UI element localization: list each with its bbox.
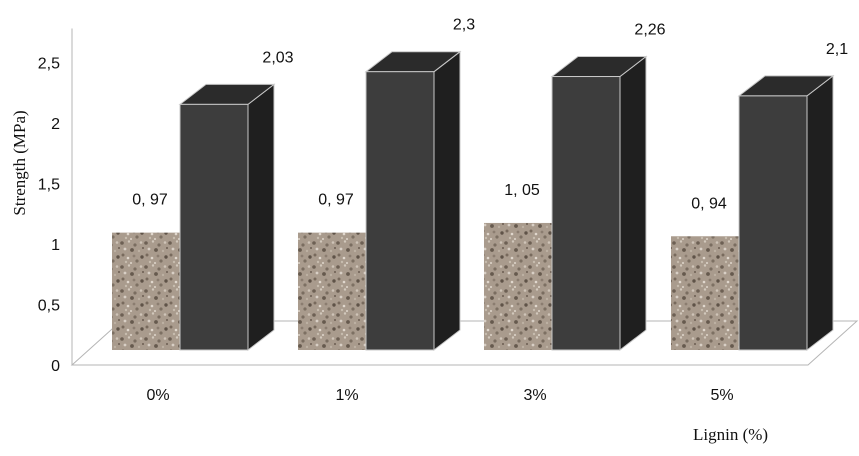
bar — [484, 222, 552, 350]
x-tick-label: 0% — [146, 387, 169, 404]
bar-front-face — [179, 103, 249, 351]
x-axis-title: Lignin (%) — [693, 425, 768, 444]
x-tick-label: 3% — [523, 387, 546, 404]
y-tick-label: 0,5 — [38, 298, 60, 315]
bar — [737, 74, 835, 352]
bar — [298, 232, 366, 350]
bar-front-face — [365, 71, 435, 351]
bar — [550, 55, 648, 352]
y-tick-label: 1 — [51, 237, 60, 254]
y-tick-label: 2 — [51, 116, 60, 133]
bar-side-face — [806, 74, 834, 352]
y-tick-label: 2,5 — [38, 56, 60, 73]
bar — [178, 83, 276, 352]
bar-front-face — [738, 95, 808, 351]
data-label: 1, 05 — [504, 182, 540, 199]
x-tick-label: 1% — [335, 387, 358, 404]
data-label: 0, 94 — [691, 195, 727, 212]
data-label: 0, 97 — [318, 192, 354, 209]
x-tick-label: 5% — [710, 387, 733, 404]
bar — [364, 50, 462, 352]
data-label: 2,3 — [453, 17, 475, 34]
y-tick-label: 1,5 — [38, 177, 60, 194]
y-axis-title: Strength (MPa) — [10, 110, 29, 215]
bar — [112, 232, 180, 350]
bar-side-face — [619, 55, 647, 352]
data-label: 2,03 — [262, 49, 293, 66]
data-label: 2,26 — [634, 22, 665, 39]
bar-front-face — [551, 76, 621, 351]
data-label: 2,1 — [826, 41, 848, 58]
bar-side-face — [247, 83, 275, 352]
bar-side-face — [433, 50, 461, 352]
data-label: 0, 97 — [132, 192, 168, 209]
y-tick-label: 0 — [51, 358, 60, 375]
bar — [671, 236, 739, 350]
